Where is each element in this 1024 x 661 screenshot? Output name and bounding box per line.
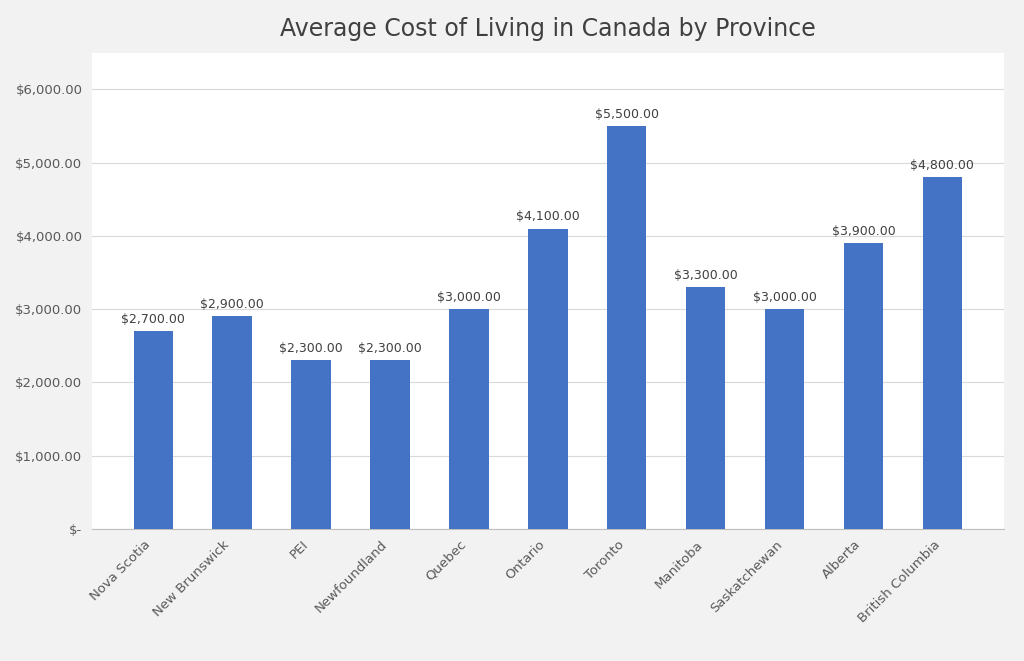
Bar xyxy=(133,331,173,529)
Text: $2,700.00: $2,700.00 xyxy=(122,313,185,326)
Title: Average Cost of Living in Canada by Province: Average Cost of Living in Canada by Prov… xyxy=(280,17,816,41)
Text: $2,300.00: $2,300.00 xyxy=(358,342,422,355)
Text: $4,100.00: $4,100.00 xyxy=(516,210,580,223)
Bar xyxy=(450,309,488,529)
Text: $3,000.00: $3,000.00 xyxy=(753,291,816,304)
Bar xyxy=(528,229,567,529)
Bar xyxy=(686,287,725,529)
Text: $3,300.00: $3,300.00 xyxy=(674,269,737,282)
Bar xyxy=(844,243,883,529)
Text: $5,500.00: $5,500.00 xyxy=(595,108,658,121)
Bar xyxy=(213,317,252,529)
Text: $2,300.00: $2,300.00 xyxy=(280,342,343,355)
Bar xyxy=(607,126,646,529)
Text: $2,900.00: $2,900.00 xyxy=(201,298,264,311)
Bar xyxy=(765,309,804,529)
Bar xyxy=(923,177,963,529)
Text: $4,800.00: $4,800.00 xyxy=(910,159,974,173)
Bar xyxy=(371,360,410,529)
Bar xyxy=(292,360,331,529)
Text: $3,000.00: $3,000.00 xyxy=(437,291,501,304)
Text: $3,900.00: $3,900.00 xyxy=(831,225,895,238)
